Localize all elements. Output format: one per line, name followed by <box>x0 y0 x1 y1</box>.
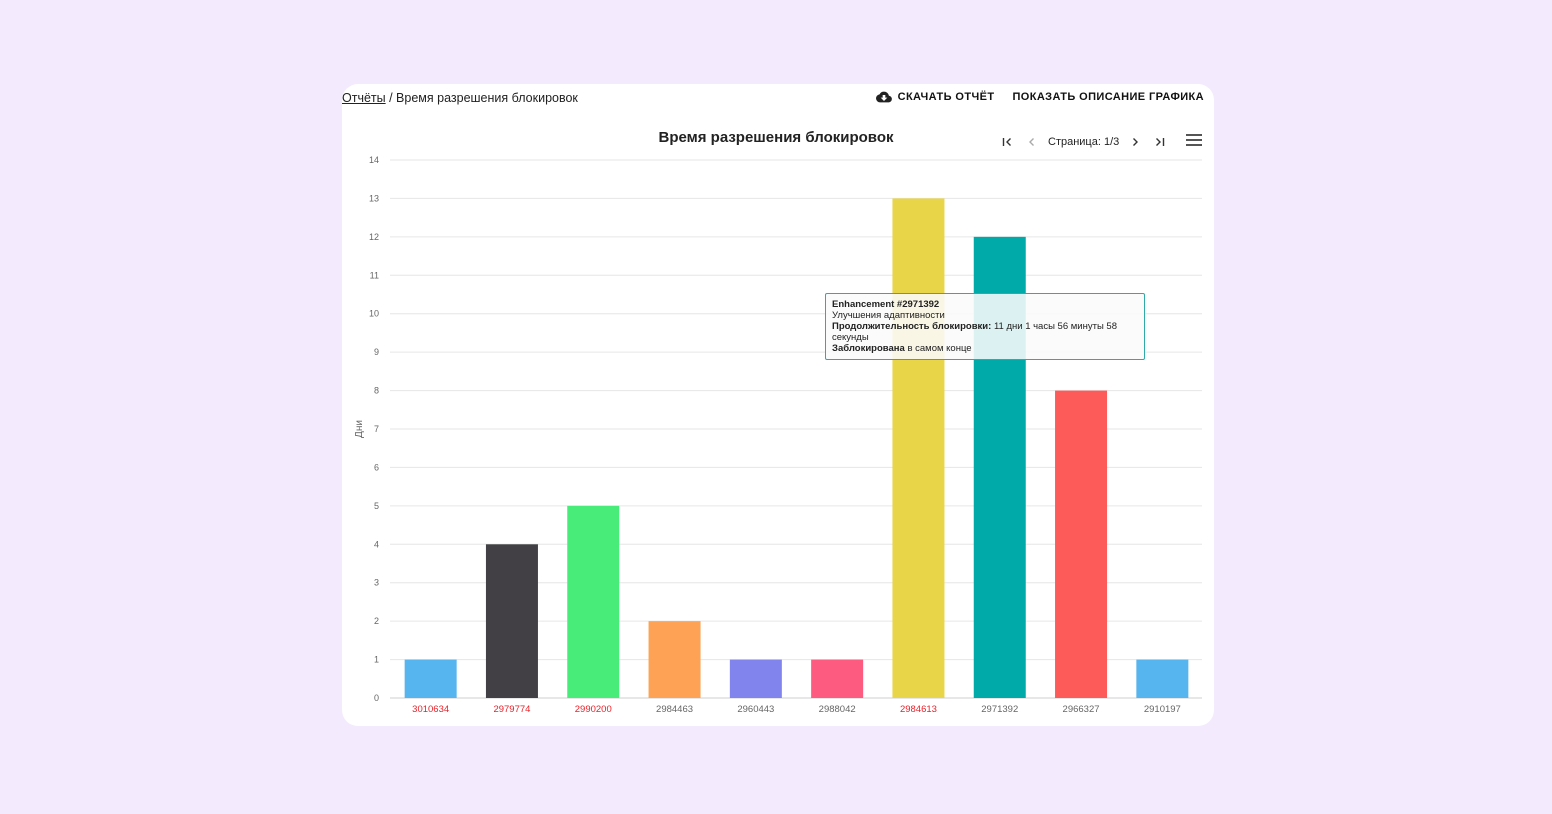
next-page-button[interactable] <box>1127 134 1143 150</box>
cloud-download-icon <box>875 91 892 103</box>
y-tick-label: 2 <box>374 616 379 626</box>
tooltip-blocked-value: в самом конце <box>904 343 972 354</box>
x-tick-label: 3010634 <box>412 704 449 715</box>
report-actions: СКАЧАТЬ ОТЧЁТ ПОКАЗАТЬ ОПИСАНИЕ ГРАФИКА <box>875 91 1204 103</box>
y-tick-label: 13 <box>369 193 379 203</box>
show-chart-description-label: ПОКАЗАТЬ ОПИСАНИЕ ГРАФИКА <box>1012 91 1204 103</box>
y-tick-label: 6 <box>374 462 379 472</box>
breadcrumb: Отчёты / Время разрешения блокировок <box>342 91 578 105</box>
bar[interactable] <box>1055 390 1108 698</box>
bar[interactable] <box>404 659 457 698</box>
breadcrumb-separator: / <box>385 91 397 105</box>
tooltip-title: Enhancement #2971392 <box>832 299 940 310</box>
y-axis-label: Дни <box>354 420 365 438</box>
tooltip-blocked-label: Заблокирована <box>832 343 905 354</box>
chevron-right-icon <box>1133 138 1139 146</box>
y-tick-label: 12 <box>369 232 379 242</box>
chart-title: Время разрешения блокировок <box>658 129 894 146</box>
pagination: Страница: 1/3 <box>1000 134 1167 150</box>
bar[interactable] <box>567 505 620 698</box>
last-page-button[interactable] <box>1151 134 1167 150</box>
x-tick-label: 2979774 <box>493 704 530 715</box>
breadcrumb-reports-link[interactable]: Отчёты <box>342 91 386 105</box>
chevron-left-icon <box>1029 138 1034 146</box>
x-tick-label: 2988042 <box>819 704 856 715</box>
page-indicator: Страница: 1/3 <box>1048 136 1120 148</box>
tooltip-duration-value: 11 дни 1 часы 56 минуты 58 секунды <box>832 321 1117 343</box>
download-report-button[interactable]: СКАЧАТЬ ОТЧЁТ <box>875 91 995 103</box>
chart-menu-button[interactable] <box>1186 134 1202 148</box>
x-tick-label: 2990200 <box>575 704 612 715</box>
first-page-icon <box>1002 138 1011 146</box>
tooltip-duration-label: Продолжительность блокировки: <box>832 321 992 332</box>
y-tick-label: 7 <box>374 424 379 434</box>
y-tick-label: 0 <box>374 693 379 703</box>
bar-tooltip: Enhancement #2971392 Улучшения адаптивно… <box>825 293 1145 360</box>
bar[interactable] <box>485 544 538 698</box>
y-tick-label: 4 <box>374 539 379 549</box>
previous-page-button[interactable] <box>1024 134 1040 150</box>
download-report-label: СКАЧАТЬ ОТЧЁТ <box>897 91 995 103</box>
bar[interactable] <box>648 621 701 698</box>
y-tick-label: 3 <box>374 578 379 588</box>
bar[interactable] <box>729 659 782 698</box>
y-tick-label: 5 <box>374 501 379 511</box>
bar[interactable] <box>811 659 864 698</box>
x-tick-label: 2910197 <box>1144 704 1181 715</box>
y-tick-label: 14 <box>369 155 379 165</box>
bar[interactable] <box>892 198 945 698</box>
first-page-button[interactable] <box>1000 134 1016 150</box>
y-tick-label: 8 <box>374 386 379 396</box>
y-tick-label: 1 <box>374 655 379 665</box>
y-tick-label: 11 <box>370 270 379 280</box>
x-tick-label: 2960443 <box>737 704 774 715</box>
y-tick-label: 10 <box>369 309 379 319</box>
x-tick-label: 2966327 <box>1063 704 1100 715</box>
x-tick-label: 2984463 <box>656 704 693 715</box>
y-tick-label: 9 <box>374 347 379 357</box>
x-tick-label: 2984613 <box>900 704 937 715</box>
x-tick-label: 2971392 <box>981 704 1018 715</box>
bar[interactable] <box>1136 659 1189 698</box>
show-chart-description-button[interactable]: ПОКАЗАТЬ ОПИСАНИЕ ГРАФИКА <box>1012 91 1204 103</box>
breadcrumb-current: Время разрешения блокировок <box>396 91 578 105</box>
tooltip-subtitle: Улучшения адаптивности <box>832 310 945 321</box>
hamburger-menu-icon <box>1186 134 1202 136</box>
last-page-icon <box>1156 138 1165 146</box>
